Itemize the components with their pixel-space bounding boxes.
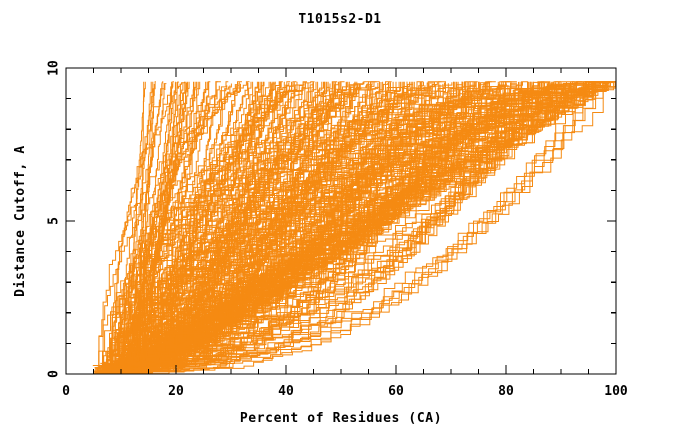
series-curve [120,81,307,373]
axis-ticks [65,67,617,375]
y-tick-label: 0 [47,370,62,378]
series-curve [92,86,296,374]
series-curve [129,81,521,366]
series-curve [98,81,384,374]
series-curve [94,84,305,369]
series-curve [121,81,532,374]
series-curve [106,81,480,374]
series-curve [119,81,523,371]
series-curve [113,82,577,369]
series-curve [103,84,436,374]
series-curve [106,82,373,374]
series-curve [116,81,478,374]
series-curve [104,81,221,374]
series-curve [115,81,586,373]
x-tick-label: 80 [498,384,514,399]
series-curve [120,81,496,374]
series-curve [137,84,287,374]
series-curve [132,85,565,374]
y-axis-title: Distance Cutoff, A [13,145,28,297]
series-curve [105,81,338,368]
series-curve [124,81,575,374]
series-curve [101,81,285,374]
series-curve [99,81,276,374]
series-curve [94,81,446,374]
series-curve [126,81,146,372]
series-curve [126,81,254,374]
series-curve [118,81,156,374]
y-tick-label: 5 [47,217,62,225]
x-tick-label: 0 [62,384,70,399]
axis-labels: 0 20 40 60 80 100 0 5 10 Percent of Residues (CA)… [13,60,628,426]
series-curve [138,81,180,373]
series-curve [136,81,394,370]
series-curve [100,81,250,371]
series-curve [122,81,459,371]
x-tick-label: 40 [278,384,294,399]
x-tick-label: 100 [604,384,628,399]
series-curve [99,84,500,373]
series-curve [97,86,491,371]
series-curve [113,81,211,372]
series-curve [96,83,232,371]
series-curve [128,86,616,374]
series-curve [133,81,350,374]
series-curve [130,88,556,372]
x-tick-label: 20 [168,384,184,399]
x-tick-label: 60 [388,384,404,399]
series-curve [137,81,510,374]
page-title: T1015s2-D1 [298,12,382,27]
y-tick-label: 10 [47,60,62,76]
series-curve [98,81,607,374]
series-curve [113,81,185,371]
x-axis-title: Percent of Residues (CA) [240,411,442,426]
curve-series-group [92,81,616,374]
